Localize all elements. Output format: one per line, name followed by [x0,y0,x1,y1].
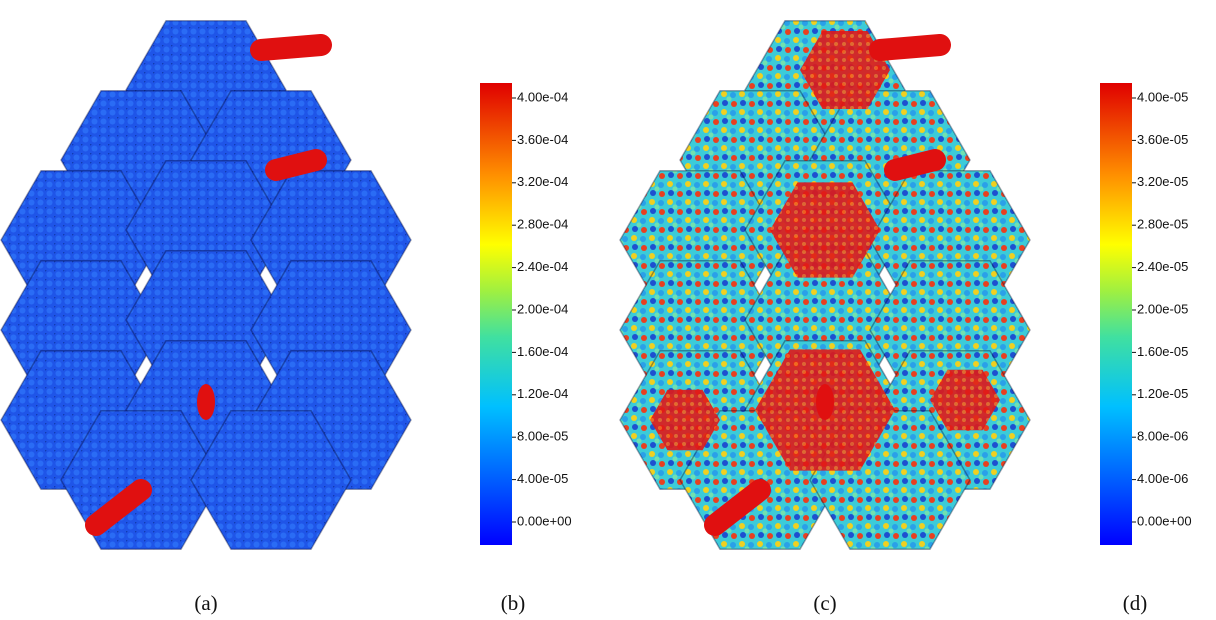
colorbar-tick-label: 2.40e-04 [517,259,568,274]
colorbar-tick-label: 2.40e-05 [1137,259,1188,274]
colorbar-tick-label: 3.20e-04 [517,174,568,189]
figure: (a) (b) (c) (d) 4.00e-04 3.60e-04 3.20e-04… [0,0,1216,620]
caption: (a) [194,591,217,615]
colorbar-tick-label: 0.00e+00 [517,513,572,528]
tube-end [816,384,834,420]
colorbar-d [1100,83,1132,545]
colorbar-tick-label: 1.20e-04 [517,386,568,401]
colorbar-tick-label: 4.00e-06 [1137,471,1188,486]
colorbar-tick-label: 4.00e-04 [517,89,568,104]
tube [880,45,940,50]
colorbar-tick-label: 4.00e-05 [1137,89,1188,104]
render-a [1,21,411,550]
colorbar-tick-label: 0.00e+00 [1137,513,1192,528]
colorbar-tick-label: 3.60e-04 [517,132,568,147]
tube [895,160,935,170]
tube [261,45,321,50]
colorbar-tick-label: 2.00e-04 [517,301,568,316]
caption: (c) [813,591,836,615]
colorbar-tick-label: 2.80e-05 [1137,217,1188,232]
colorbar-tick-label: 1.60e-04 [517,344,568,359]
colorbar-tick-label: 3.20e-05 [1137,174,1188,189]
colorbar-tick-label: 1.60e-05 [1137,344,1188,359]
render-c [620,21,1030,550]
tube [276,160,316,170]
colorbar-b [480,83,512,545]
colorbar-tick-label: 2.00e-05 [1137,301,1188,316]
caption: (d) [1123,591,1148,615]
colorbar-tick-label: 1.20e-05 [1137,386,1188,401]
colorbar-tick-label: 2.80e-04 [517,217,568,232]
colorbar-tick-label: 4.00e-05 [517,471,568,486]
colorbar-tick-label: 3.60e-05 [1137,132,1188,147]
colorbar-tick-label: 8.00e-05 [517,429,568,444]
colorbar-tick-label: 8.00e-06 [1137,429,1188,444]
caption: (b) [501,591,526,615]
tube-end [197,384,215,420]
